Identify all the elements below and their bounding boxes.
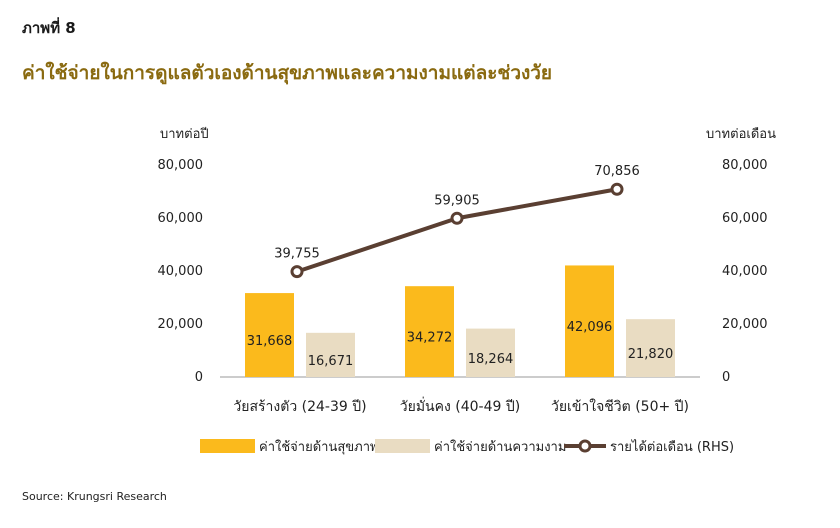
bar-health <box>405 286 454 377</box>
y-tick-left: 20,000 <box>158 317 204 332</box>
bar-data-label: 21,820 <box>628 347 674 362</box>
income-marker <box>450 211 464 225</box>
y-tick-left: 60,000 <box>158 211 204 226</box>
bar-data-label: 18,264 <box>468 352 514 367</box>
y-axis-title-right: บาทต่อเดือน <box>706 126 776 142</box>
legend-swatch-health <box>200 439 255 453</box>
bar-health <box>245 293 294 377</box>
bar-data-label: 42,096 <box>567 320 613 335</box>
legend-swatch-income-marker <box>578 439 592 453</box>
y-tick-right: 40,000 <box>722 264 768 279</box>
chart-title: ค่าใช้จ่ายในการดูแลตัวเองด้านสุขภาพและคว… <box>22 62 553 84</box>
line-data-label: 70,856 <box>594 164 640 179</box>
legend-swatch-beauty <box>375 439 430 453</box>
y-tick-right: 80,000 <box>722 158 768 173</box>
income-marker <box>290 265 304 279</box>
bar-data-label: 16,671 <box>308 354 354 369</box>
y-tick-left: 0 <box>195 370 203 385</box>
x-category-label: วัยสร้างตัว (24-39 ปี) <box>233 399 366 415</box>
y-tick-right: 60,000 <box>722 211 768 226</box>
legend-label-income: รายได้ต่อเดือน (RHS) <box>610 439 734 455</box>
income-marker <box>610 182 624 196</box>
y-tick-right: 0 <box>722 370 730 385</box>
y-tick-right: 20,000 <box>722 317 768 332</box>
x-category-label: วัยมั่นคง (40-49 ปี) <box>400 397 520 415</box>
bar-beauty <box>306 332 355 377</box>
y-axis-title-left: บาทต่อปี <box>160 126 209 142</box>
bar-data-label: 34,272 <box>407 331 453 346</box>
bar-data-label: 31,668 <box>247 334 293 349</box>
legend-label-health: ค่าใช้จ่ายด้านสุขภาพ <box>259 439 379 455</box>
x-category-label: วัยเข้าใจชีวิต (50+ ปี) <box>551 398 689 415</box>
y-tick-left: 80,000 <box>158 158 204 173</box>
line-data-label: 39,755 <box>274 247 320 262</box>
bar-health <box>565 265 614 377</box>
bar-beauty <box>466 328 515 377</box>
figure-label: ภาพที่ 8 <box>22 19 76 37</box>
legend-label-beauty: ค่าใช้จ่ายด้านความงาม <box>434 439 566 455</box>
bar-beauty <box>626 319 675 377</box>
line-data-label: 59,905 <box>434 193 480 208</box>
y-tick-left: 40,000 <box>158 264 204 279</box>
source-note: Source: Krungsri Research <box>22 490 167 503</box>
